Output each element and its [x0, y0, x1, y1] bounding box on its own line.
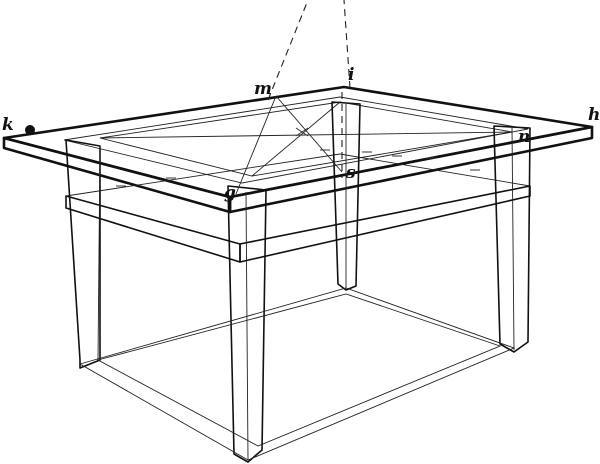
apron [65, 153, 531, 263]
floor-frame [78, 287, 516, 461]
labels: k m i h n g s [2, 65, 600, 203]
diagonal-2 [251, 101, 341, 177]
floor-outer [78, 287, 516, 461]
label-s: s [345, 163, 356, 183]
dash-line-4 [275, 95, 343, 173]
surface-ticks [116, 127, 480, 187]
point-k-marker [25, 125, 35, 135]
inner-frame [63, 96, 529, 184]
construction-lines [235, 0, 351, 195]
apron-back-line [65, 153, 341, 197]
apron-back-line-2 [339, 153, 531, 187]
leg-front-left [65, 139, 101, 369]
label-g: g [224, 183, 236, 203]
tabletop-right-edge [228, 125, 594, 214]
label-n: n [518, 127, 530, 147]
label-h: h [588, 105, 600, 125]
leg-back-center [331, 101, 361, 291]
tabletop [2, 85, 594, 214]
tick [295, 127, 309, 137]
legs [65, 101, 531, 463]
apron-right [239, 185, 531, 263]
leg-right-edge [511, 127, 515, 351]
leg-front-center-edge [245, 191, 249, 461]
leg-right [493, 125, 531, 353]
apron-front [65, 195, 241, 263]
label-i: i [348, 65, 354, 85]
tabletop-front-edge [2, 136, 232, 214]
dash-line-2 [343, 0, 351, 89]
label-m: m [254, 79, 272, 99]
label-k: k [2, 115, 14, 135]
dash-line-1 [267, 0, 309, 101]
leg-front-center [227, 185, 267, 463]
floor-inner [96, 293, 502, 447]
leg-front-left-edge [97, 145, 101, 361]
dash-line-3 [235, 95, 277, 195]
